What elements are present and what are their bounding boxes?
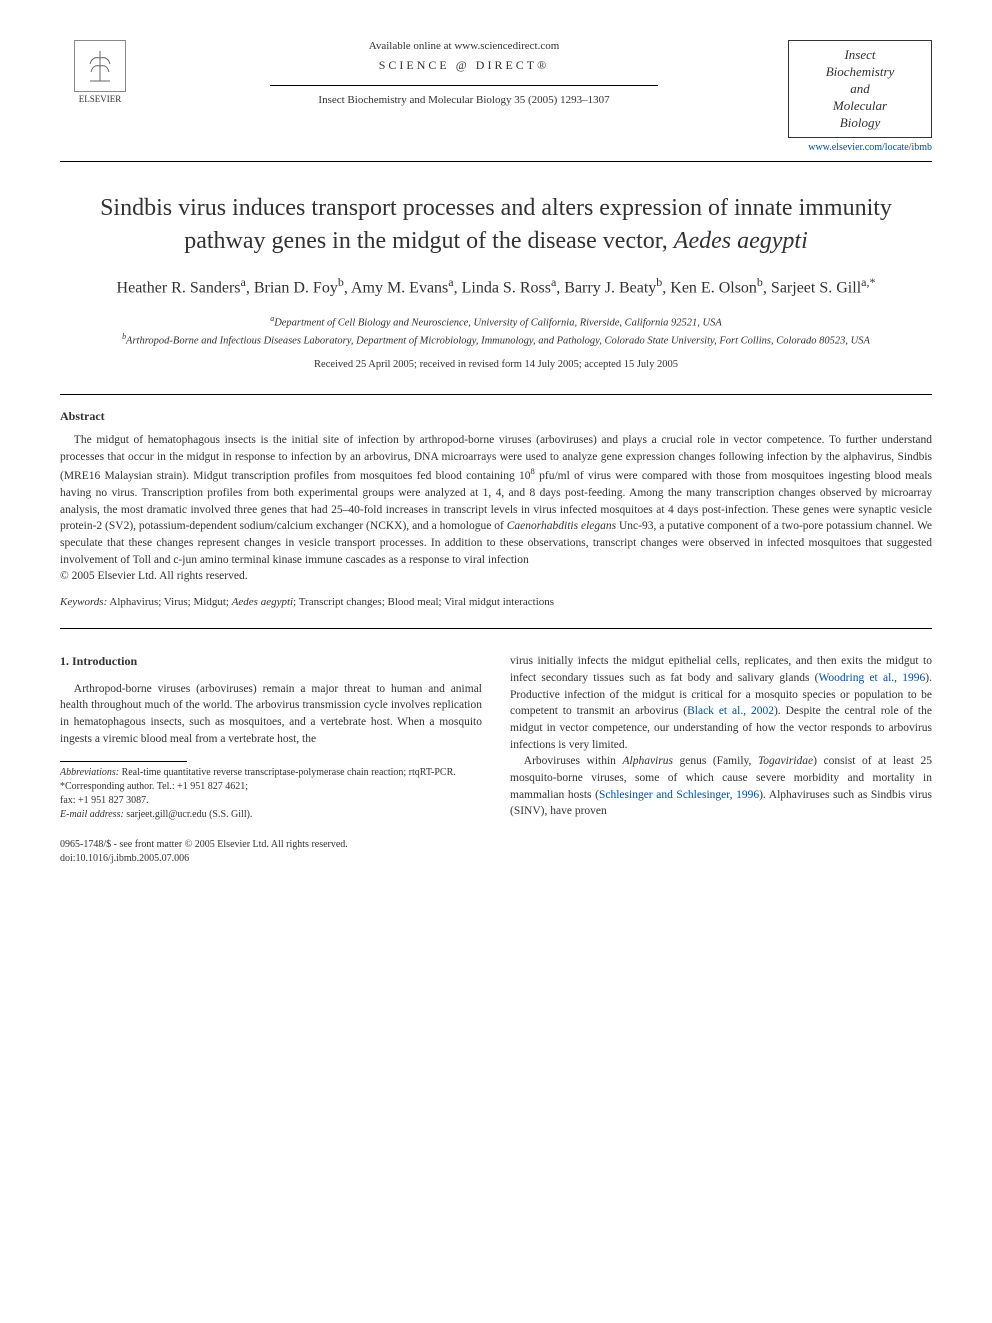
journal-box-line: Biology bbox=[795, 115, 925, 132]
abstract-heading: Abstract bbox=[60, 409, 932, 424]
publisher-name: ELSEVIER bbox=[60, 94, 140, 104]
journal-box-line: and bbox=[795, 81, 925, 98]
author-list: Heather R. Sandersa, Brian D. Foyb, Amy … bbox=[80, 273, 912, 300]
header-row: ELSEVIER Available online at www.science… bbox=[60, 40, 932, 153]
left-column: 1. Introduction Arthropod-borne viruses … bbox=[60, 653, 482, 866]
intro-paragraph: Arthropod-borne viruses (arboviruses) re… bbox=[60, 681, 482, 748]
doi-line: doi:10.1016/j.ibmb.2005.07.006 bbox=[60, 852, 482, 866]
affiliations: aDepartment of Cell Biology and Neurosci… bbox=[90, 313, 902, 350]
affiliation-b: bArthropod-Borne and Infectious Diseases… bbox=[90, 331, 902, 349]
journal-box-line: Molecular bbox=[795, 98, 925, 115]
intro-heading: 1. Introduction bbox=[60, 653, 482, 670]
keywords-rule bbox=[60, 628, 932, 629]
center-header: Available online at www.sciencedirect.co… bbox=[140, 40, 788, 106]
journal-title-box: Insect Biochemistry and Molecular Biolog… bbox=[788, 40, 932, 138]
front-matter-line: 0965-1748/$ - see front matter © 2005 El… bbox=[60, 838, 482, 852]
journal-box-line: Insect bbox=[795, 47, 925, 64]
right-column: virus initially infects the midgut epith… bbox=[510, 653, 932, 866]
intro-paragraph-cont: virus initially infects the midgut epith… bbox=[510, 653, 932, 753]
science-direct-logo: SCIENCE @ DIRECT® bbox=[140, 58, 788, 73]
doi-block: 0965-1748/$ - see front matter © 2005 El… bbox=[60, 838, 482, 866]
article-title: Sindbis virus induces transport processe… bbox=[100, 192, 892, 257]
footnotes: Abbreviations: Real-time quantitative re… bbox=[60, 766, 482, 822]
keywords: Keywords: Alphavirus; Virus; Midgut; Aed… bbox=[60, 596, 932, 608]
email-footnote: E-mail address: sarjeet.gill@ucr.edu (S.… bbox=[60, 808, 482, 822]
journal-box-line: Biochemistry bbox=[795, 64, 925, 81]
intro-paragraph-2: Arboviruses within Alphavirus genus (Fam… bbox=[510, 753, 932, 820]
affiliation-a: aDepartment of Cell Biology and Neurosci… bbox=[90, 313, 902, 331]
journal-homepage-link[interactable]: www.elsevier.com/locate/ibmb bbox=[788, 142, 932, 153]
keywords-label: Keywords: bbox=[60, 596, 107, 608]
abstract-body: The midgut of hematophagous insects is t… bbox=[60, 432, 932, 568]
article-dates: Received 25 April 2005; received in revi… bbox=[60, 359, 932, 370]
journal-box-container: Insect Biochemistry and Molecular Biolog… bbox=[788, 40, 932, 153]
abstract-top-rule bbox=[60, 394, 932, 395]
corresponding-author-footnote: *Corresponding author. Tel.: +1 951 827 … bbox=[60, 780, 482, 794]
copyright-line: © 2005 Elsevier Ltd. All rights reserved… bbox=[60, 570, 932, 582]
footnote-rule bbox=[60, 761, 187, 762]
journal-reference: Insect Biochemistry and Molecular Biolog… bbox=[140, 94, 788, 106]
fax-footnote: fax: +1 951 827 3087. bbox=[60, 794, 482, 808]
publisher-logo: ELSEVIER bbox=[60, 40, 140, 104]
elsevier-tree-icon bbox=[74, 40, 126, 92]
available-online-text: Available online at www.sciencedirect.co… bbox=[140, 40, 788, 52]
body-columns: 1. Introduction Arthropod-borne viruses … bbox=[60, 653, 932, 866]
top-rule bbox=[60, 161, 932, 162]
abbreviations-footnote: Abbreviations: Real-time quantitative re… bbox=[60, 766, 482, 780]
